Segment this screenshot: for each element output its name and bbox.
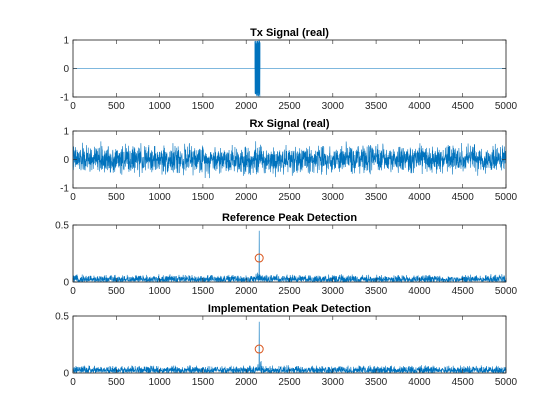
x-tick-label: 0 (70, 192, 76, 203)
x-tick-label: 4500 (452, 377, 475, 388)
x-tick-label: 5000 (495, 377, 518, 388)
x-tick-label: 2000 (235, 101, 258, 112)
x-tick-label: 2500 (278, 101, 301, 112)
x-tick-label: 4000 (408, 192, 431, 203)
x-tick-label: 3500 (365, 192, 388, 203)
x-tick-label: 1000 (148, 286, 171, 297)
y-tick-label: 0.5 (55, 312, 69, 323)
x-tick-label: 500 (108, 192, 125, 203)
x-tick-label: 1500 (192, 377, 215, 388)
x-tick-label: 5000 (495, 101, 518, 112)
axes-box (72, 224, 507, 283)
subplot-title: Tx Signal (real) (250, 27, 329, 39)
peak-marker (254, 253, 264, 263)
series-line (73, 40, 506, 97)
y-tick-label: 0.5 (55, 221, 69, 232)
x-tick-label: 4500 (452, 192, 475, 203)
x-tick-label: 1000 (148, 101, 171, 112)
x-tick-label: 4500 (452, 101, 475, 112)
x-tick-label: 0 (70, 286, 76, 297)
x-tick-label: 3500 (365, 377, 388, 388)
axes-box (72, 315, 507, 374)
x-tick-label: 3500 (365, 286, 388, 297)
y-tick-label: 0 (63, 155, 69, 166)
x-tick-label: 3500 (365, 101, 388, 112)
x-tick-label: 1500 (192, 192, 215, 203)
subplot-title: Implementation Peak Detection (208, 303, 371, 315)
x-tick-label: 0 (70, 101, 76, 112)
x-tick-label: 500 (108, 286, 125, 297)
x-tick-label: 500 (108, 377, 125, 388)
x-tick-label: 2000 (235, 286, 258, 297)
subplot-2: 0 500 1000 1500 2000 2500 3000 3500 4000 4500 5000… (60, 118, 517, 203)
subplot-title: Rx Signal (real) (249, 118, 329, 130)
x-tick-label: 2500 (278, 192, 301, 203)
subplot-3: 0 500 1000 1500 2000 2500 3000 3500 4000 4500 5000… (55, 212, 517, 297)
x-tick-label: 1000 (148, 192, 171, 203)
x-tick-label: 500 (108, 101, 125, 112)
x-tick-label: 3000 (322, 286, 345, 297)
x-tick-label: 3000 (322, 101, 345, 112)
x-tick-label: 4500 (452, 286, 475, 297)
subplot-4: 0 500 1000 1500 2000 2500 3000 3500 4000 4500 5000… (55, 303, 517, 388)
x-tick-label: 0 (70, 377, 76, 388)
x-tick-label: 2000 (235, 192, 258, 203)
y-tick-label: -1 (60, 184, 69, 195)
x-tick-label: 2000 (235, 377, 258, 388)
x-tick-label: 3000 (322, 377, 345, 388)
x-tick-label: 4000 (408, 101, 431, 112)
x-tick-label: 4000 (408, 377, 431, 388)
x-tick-label: 4000 (408, 286, 431, 297)
x-tick-label: 3000 (322, 192, 345, 203)
y-tick-label: 0 (63, 369, 69, 380)
x-tick-label: 5000 (495, 286, 518, 297)
x-tick-label: 1000 (148, 377, 171, 388)
x-tick-label: 5000 (495, 192, 518, 203)
y-tick-label: -1 (60, 93, 69, 104)
x-tick-label: 1500 (192, 101, 215, 112)
series-line (72, 141, 507, 179)
subplot-title: Reference Peak Detection (222, 212, 357, 224)
y-tick-label: 1 (63, 127, 69, 138)
y-tick-label: 0 (63, 278, 69, 289)
x-tick-label: 1500 (192, 286, 215, 297)
x-tick-label: 2500 (278, 377, 301, 388)
y-tick-label: 0 (63, 64, 69, 75)
x-tick-label: 2500 (278, 286, 301, 297)
subplot-1: 0 500 1000 1500 2000 2500 3000 3500 4000 4500 5000… (60, 27, 517, 112)
peak-marker (254, 344, 264, 354)
y-tick-label: 1 (63, 36, 69, 47)
